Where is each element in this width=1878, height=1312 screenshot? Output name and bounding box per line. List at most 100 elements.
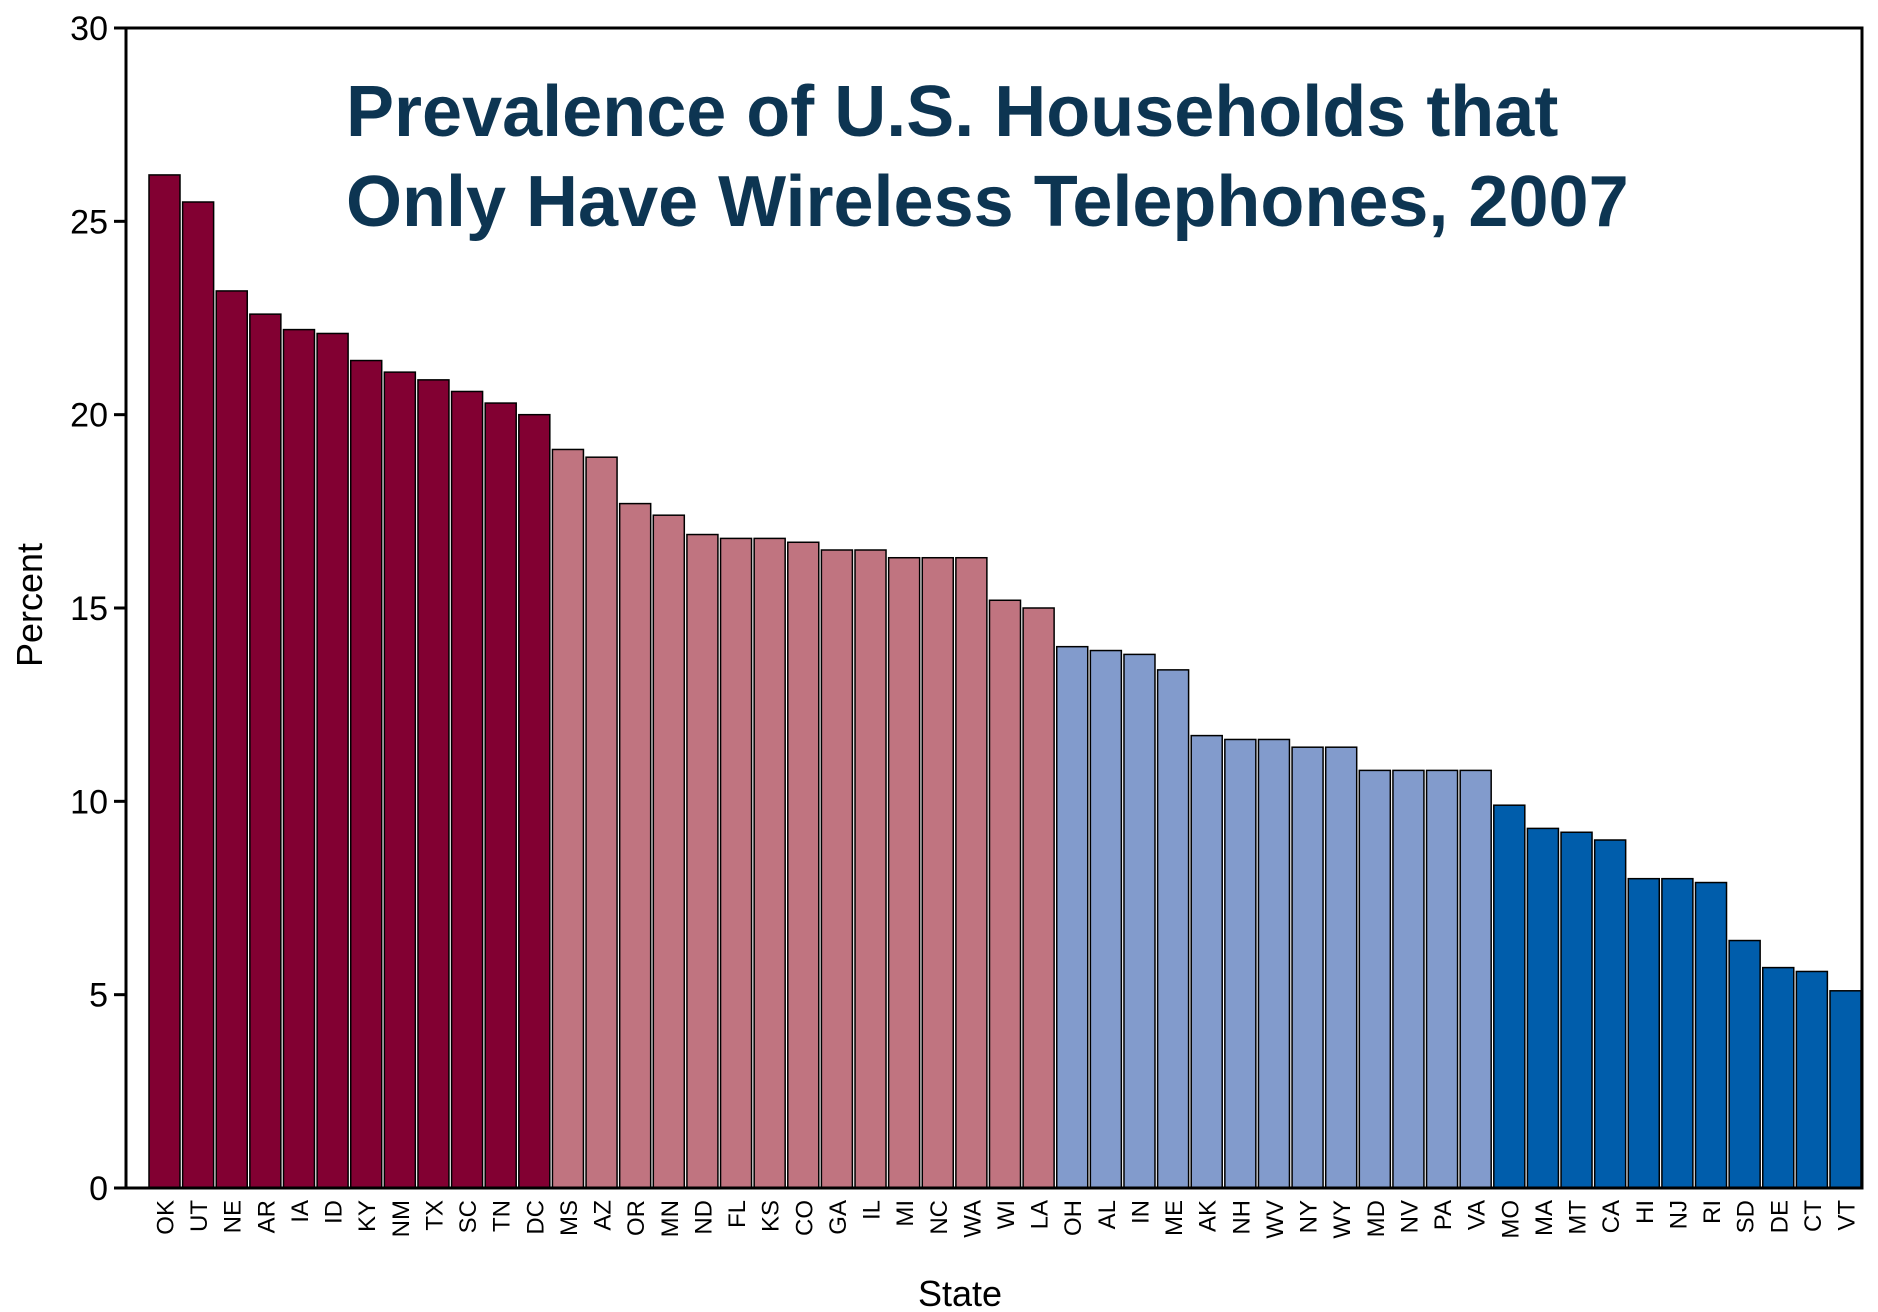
x-tick-label: SC	[455, 1200, 482, 1233]
bar-co	[787, 541, 820, 1189]
bar-nd	[686, 533, 719, 1189]
bar-wi	[988, 599, 1022, 1189]
x-tick-label: FL	[724, 1200, 751, 1228]
bar-nj	[1661, 877, 1694, 1189]
bar-ga	[820, 549, 854, 1189]
x-tick-label: NY	[1296, 1200, 1323, 1233]
x-tick-label: OK	[153, 1200, 180, 1235]
bar-nc	[921, 556, 955, 1189]
bar-mo	[1493, 804, 1526, 1189]
x-tick-label: MD	[1363, 1200, 1390, 1237]
x-tick-label: IN	[1127, 1200, 1154, 1224]
bar-ut	[181, 201, 215, 1189]
bar-ca	[1593, 839, 1627, 1189]
y-tick-label: 30	[70, 10, 108, 48]
x-tick-label: NV	[1396, 1200, 1423, 1233]
x-tick-label: UT	[186, 1200, 213, 1232]
x-tick-label: TX	[421, 1200, 448, 1231]
x-axis-label: State	[918, 1273, 1002, 1312]
bar-wa	[955, 556, 988, 1189]
y-tick-label: 20	[70, 397, 108, 435]
x-tick-label: WV	[1262, 1200, 1289, 1239]
y-tick-label: 5	[89, 977, 108, 1015]
x-tick-label: NE	[220, 1200, 247, 1233]
x-tick-label: OH	[1060, 1200, 1087, 1236]
bar-id	[316, 332, 349, 1189]
x-tick-label: CA	[1598, 1200, 1625, 1233]
x-tick-label: WI	[993, 1200, 1020, 1229]
bar-vt	[1829, 990, 1862, 1189]
chart-title-line-2: Only Have Wireless Telephones, 2007	[346, 162, 1629, 242]
x-tick-label: DC	[522, 1200, 549, 1235]
bar-al	[1089, 649, 1123, 1189]
x-tick-label: HI	[1632, 1200, 1659, 1224]
x-tick-label: VT	[1834, 1200, 1861, 1231]
y-tick-label: 0	[89, 1170, 108, 1208]
x-tick-label: AL	[1094, 1200, 1121, 1229]
x-tick-label: MN	[657, 1200, 684, 1237]
x-tick-label: PA	[1430, 1200, 1457, 1230]
y-tick-label: 10	[70, 783, 108, 821]
bar-hi	[1627, 877, 1661, 1189]
bar-wy	[1324, 746, 1358, 1189]
bars-group	[148, 174, 1862, 1189]
y-axis-label: Percent	[9, 543, 50, 667]
bar-dc	[518, 413, 551, 1189]
x-axis: OK UT NE AR IA ID KY NM TX SC TN DC MS AZ OR MN ND FL KS CO…	[153, 1200, 1861, 1239]
bar-or	[618, 502, 652, 1189]
bar-nh	[1224, 738, 1257, 1189]
x-tick-label: OR	[623, 1200, 650, 1236]
x-tick-label: SD	[1733, 1200, 1760, 1233]
x-tick-label: ID	[321, 1200, 348, 1224]
x-tick-label: WY	[1329, 1200, 1356, 1239]
bar-ny	[1291, 746, 1324, 1189]
x-tick-label: KY	[354, 1200, 381, 1232]
x-tick-label: LA	[1027, 1200, 1054, 1229]
x-tick-label: KS	[758, 1200, 785, 1232]
x-tick-label: GA	[825, 1200, 852, 1235]
x-tick-label: MO	[1497, 1200, 1524, 1239]
bar-mi	[887, 556, 921, 1189]
bar-ks	[753, 537, 786, 1189]
bar-nm	[383, 371, 417, 1189]
x-tick-label: NC	[926, 1200, 953, 1235]
x-tick-label: CO	[791, 1200, 818, 1236]
x-tick-label: NH	[1228, 1200, 1255, 1235]
x-tick-label: AK	[1195, 1200, 1222, 1232]
bar-la	[1022, 607, 1055, 1189]
x-tick-label: MI	[892, 1200, 919, 1227]
bar-md	[1358, 769, 1392, 1189]
chart-title-line-1: Prevalence of U.S. Households that	[346, 72, 1558, 152]
bar-ky	[349, 359, 383, 1189]
bar-fl	[719, 537, 753, 1189]
bar-ne	[215, 290, 248, 1189]
bar-mn	[652, 514, 686, 1189]
x-tick-label: ME	[1161, 1200, 1188, 1236]
x-tick-label: AR	[253, 1200, 280, 1233]
bar-de	[1762, 966, 1795, 1189]
x-tick-label: AZ	[590, 1200, 617, 1231]
x-tick-label: NM	[388, 1200, 415, 1237]
x-tick-label: VA	[1464, 1200, 1491, 1230]
x-tick-label: RI	[1699, 1200, 1726, 1224]
x-tick-label: ND	[690, 1200, 717, 1235]
bar-va	[1459, 769, 1492, 1189]
bar-oh	[1055, 645, 1089, 1189]
bar-il	[854, 549, 887, 1189]
bar-ak	[1190, 734, 1223, 1189]
bar-sc	[450, 390, 484, 1189]
bar-me	[1156, 669, 1190, 1189]
bar-wv	[1257, 738, 1291, 1189]
x-tick-label: DE	[1766, 1200, 1793, 1233]
bar-nv	[1392, 769, 1425, 1189]
bar-ri	[1694, 881, 1728, 1189]
bar-az	[585, 456, 618, 1189]
bar-ia	[282, 328, 316, 1189]
bar-ar	[249, 313, 282, 1189]
bar-sd	[1728, 939, 1761, 1189]
x-tick-label: TN	[489, 1200, 516, 1232]
y-tick-label: 15	[70, 590, 108, 628]
y-tick-label: 25	[70, 203, 108, 241]
bar-in	[1123, 653, 1156, 1189]
bar-tn	[484, 402, 517, 1189]
